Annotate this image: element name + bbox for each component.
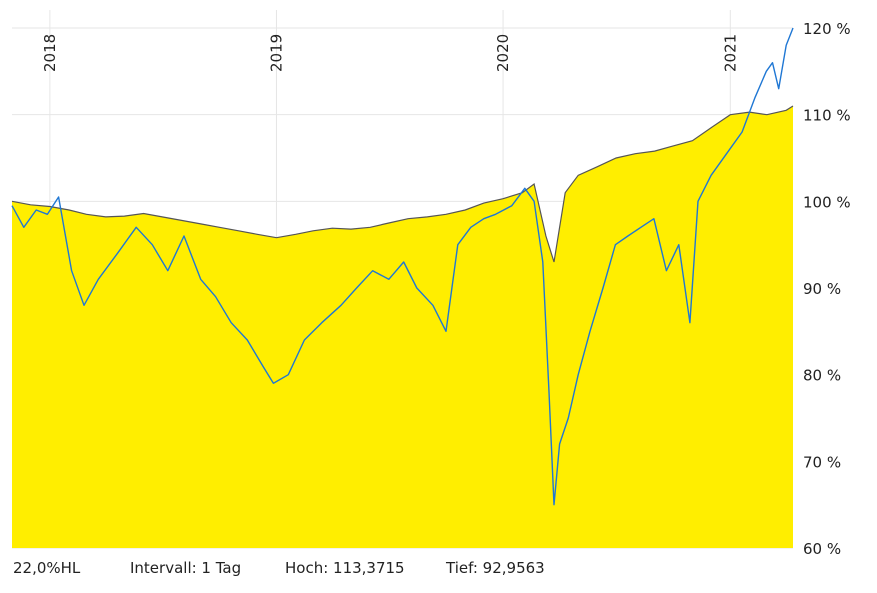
x-tick-label: 2021 bbox=[721, 34, 739, 72]
comparison-line bbox=[11, 27, 794, 506]
y-tick-label: 80 % bbox=[803, 367, 841, 385]
footer-high: Hoch: 113,3715 bbox=[285, 559, 405, 577]
y-tick-label: 90 % bbox=[803, 280, 841, 298]
y-axis: 60 % 70 % 80 % 90 % 100 % 110 % 120 % bbox=[803, 20, 851, 558]
footer-interval: Intervall: 1 Tag bbox=[130, 559, 242, 577]
y-tick-label: 60 % bbox=[803, 540, 841, 558]
line-series bbox=[11, 27, 794, 506]
footer-low: Tief: 92,9563 bbox=[446, 559, 545, 577]
area-fill bbox=[12, 106, 793, 548]
area-series bbox=[11, 105, 794, 548]
x-axis: 2018 2019 2020 2021 bbox=[41, 34, 739, 72]
x-tick-label: 2018 bbox=[41, 34, 59, 72]
y-tick-label: 70 % bbox=[803, 453, 841, 471]
y-tick-label: 100 % bbox=[803, 193, 851, 211]
area-outline bbox=[11, 105, 794, 263]
x-tick-label: 2019 bbox=[267, 34, 285, 72]
y-tick-label: 120 % bbox=[803, 20, 851, 38]
x-tick-label: 2020 bbox=[494, 34, 512, 72]
y-tick-label: 110 % bbox=[803, 107, 851, 125]
footer-label: 22,0%HL bbox=[13, 559, 81, 577]
